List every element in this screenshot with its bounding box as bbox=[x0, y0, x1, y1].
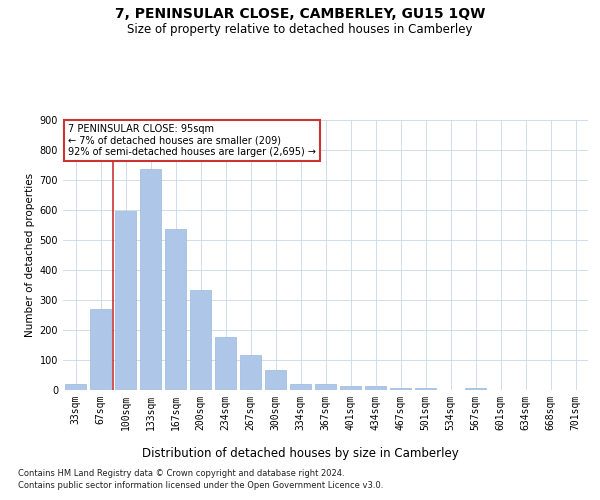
Text: 7, PENINSULAR CLOSE, CAMBERLEY, GU15 1QW: 7, PENINSULAR CLOSE, CAMBERLEY, GU15 1QW bbox=[115, 8, 485, 22]
Text: 7 PENINSULAR CLOSE: 95sqm
← 7% of detached houses are smaller (209)
92% of semi-: 7 PENINSULAR CLOSE: 95sqm ← 7% of detach… bbox=[68, 124, 316, 157]
Bar bbox=[265, 370, 286, 390]
Text: Size of property relative to detached houses in Camberley: Size of property relative to detached ho… bbox=[127, 22, 473, 36]
Bar bbox=[340, 386, 361, 390]
Bar bbox=[290, 384, 311, 390]
Bar bbox=[65, 384, 86, 390]
Bar bbox=[240, 354, 261, 390]
Bar bbox=[190, 290, 211, 390]
Bar bbox=[390, 388, 411, 390]
Text: Contains public sector information licensed under the Open Government Licence v3: Contains public sector information licen… bbox=[18, 481, 383, 490]
Bar bbox=[165, 229, 186, 390]
Bar bbox=[315, 384, 336, 390]
Bar bbox=[465, 388, 486, 390]
Text: Contains HM Land Registry data © Crown copyright and database right 2024.: Contains HM Land Registry data © Crown c… bbox=[18, 469, 344, 478]
Bar bbox=[90, 309, 111, 390]
Text: Distribution of detached houses by size in Camberley: Distribution of detached houses by size … bbox=[142, 448, 458, 460]
Bar bbox=[215, 336, 236, 390]
Y-axis label: Number of detached properties: Number of detached properties bbox=[25, 173, 35, 337]
Bar bbox=[115, 211, 136, 390]
Bar bbox=[365, 386, 386, 390]
Bar bbox=[415, 388, 436, 390]
Bar bbox=[140, 169, 161, 390]
